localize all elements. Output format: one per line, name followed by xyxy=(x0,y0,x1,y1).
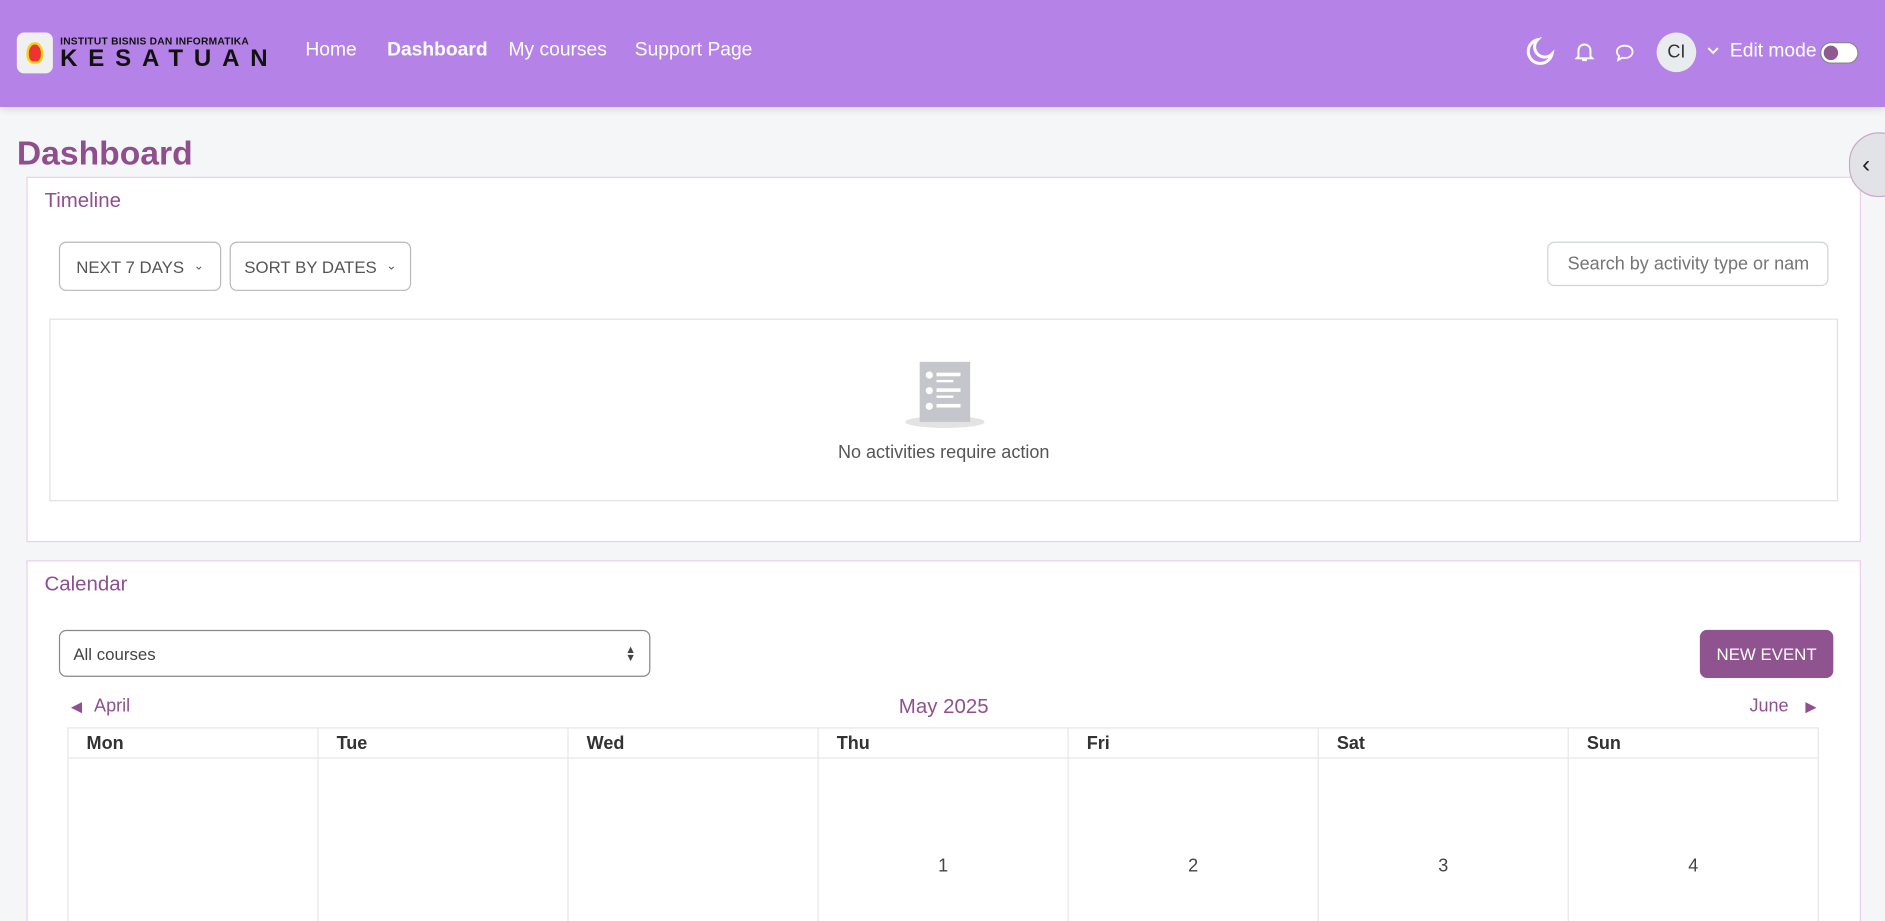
prev-month-link[interactable]: ◀ April xyxy=(71,696,130,716)
nav-dashboard[interactable]: Dashboard xyxy=(387,39,488,61)
new-event-button[interactable]: NEW EVENT xyxy=(1699,629,1834,679)
next-month-link[interactable]: June ▶ xyxy=(1749,696,1816,716)
timeline-empty-state: No activities require action xyxy=(49,318,1839,502)
calendar-day-cell xyxy=(67,757,319,921)
weekday-header: Thu xyxy=(817,727,1069,759)
edit-mode-toggle[interactable] xyxy=(1820,42,1859,64)
edit-mode-label: Edit mode xyxy=(1729,40,1817,62)
weekday-header: Wed xyxy=(567,727,819,759)
calendar-day-cell xyxy=(317,757,569,921)
logo-line-1: INSTITUT BISNIS DAN INFORMATIKA xyxy=(60,34,250,47)
course-select-value: All courses xyxy=(73,643,156,663)
empty-state-text: No activities require action xyxy=(837,442,1050,463)
day-filter-label: NEXT 7 DAYS xyxy=(76,256,185,276)
prev-month-label: April xyxy=(94,696,131,717)
nav-support-page[interactable]: Support Page xyxy=(634,39,753,61)
logo-seal-icon xyxy=(16,32,53,74)
chevron-left-icon: ‹ xyxy=(1862,150,1871,178)
nav-my-courses[interactable]: My courses xyxy=(508,39,607,61)
calendar-block: Calendar All courses ▲ ▼ NEW EVENT ◀ April … xyxy=(26,560,1861,921)
chevron-down-icon[interactable] xyxy=(1707,47,1719,55)
bell-icon[interactable] xyxy=(1574,42,1595,62)
weekday-header: Tue xyxy=(317,727,569,759)
left-arrow-icon: ◀ xyxy=(70,698,83,716)
right-arrow-icon: ▶ xyxy=(1805,698,1817,716)
timeline-block: Timeline NEXT 7 DAYS ⌄ SORT BY DATES ⌄ No … xyxy=(26,176,1861,543)
chevron-down-icon: ⌄ xyxy=(386,259,397,273)
current-month: May 2025 xyxy=(898,694,989,718)
moon-icon[interactable] xyxy=(1526,37,1555,66)
user-avatar[interactable]: CI xyxy=(1656,32,1697,73)
calendar-day-cell[interactable]: 4 xyxy=(1567,757,1819,921)
chat-icon[interactable] xyxy=(1615,43,1635,62)
nav-home[interactable]: Home xyxy=(305,39,357,61)
weekday-header: Sat xyxy=(1317,727,1569,759)
calendar-day-cell[interactable]: 1 xyxy=(817,757,1069,921)
page-title: Dashboard xyxy=(16,134,193,172)
next-month-label: June xyxy=(1749,696,1789,717)
sort-label: SORT BY DATES xyxy=(244,256,377,276)
weekday-header: Sun xyxy=(1567,727,1819,759)
weekday-header: Mon xyxy=(67,727,319,759)
timeline-search-input[interactable] xyxy=(1547,241,1829,287)
day-filter-dropdown[interactable]: NEXT 7 DAYS ⌄ xyxy=(58,241,222,291)
open-block-drawer-button[interactable]: ‹ xyxy=(1848,132,1885,198)
calendar-day-cell xyxy=(567,757,819,921)
course-select[interactable]: All courses ▲ ▼ xyxy=(58,629,651,677)
calendar-title: Calendar xyxy=(44,572,128,596)
calendar-month-table: Mon Tue Wed Thu Fri Sat Sun 1 2 3 4 xyxy=(67,727,1819,921)
empty-list-icon xyxy=(905,361,985,428)
chevron-down-icon: ⌄ xyxy=(193,259,204,273)
sort-arrows-icon: ▲ ▼ xyxy=(625,642,636,663)
logo-line-2: KESATUAN xyxy=(60,45,279,73)
sort-dropdown[interactable]: SORT BY DATES ⌄ xyxy=(229,241,412,291)
top-navbar: INSTITUT BISNIS DAN INFORMATIKA KESATUAN … xyxy=(0,0,1885,107)
calendar-day-cell[interactable]: 2 xyxy=(1067,757,1319,921)
site-logo[interactable]: INSTITUT BISNIS DAN INFORMATIKA KESATUAN xyxy=(16,32,279,74)
timeline-title: Timeline xyxy=(44,188,121,212)
calendar-day-cell[interactable]: 3 xyxy=(1317,757,1569,921)
weekday-header: Fri xyxy=(1067,727,1319,759)
